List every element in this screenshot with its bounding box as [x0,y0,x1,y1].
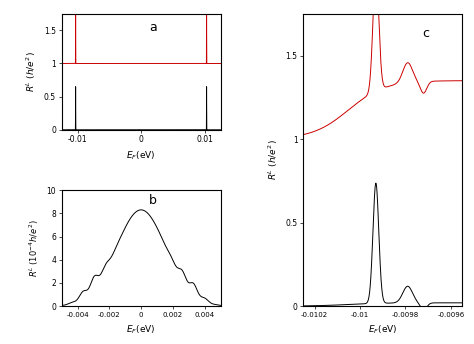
X-axis label: $E_F$(eV): $E_F$(eV) [368,323,397,336]
Y-axis label: $R^L$ $(h/e^2)$: $R^L$ $(h/e^2)$ [25,51,38,92]
Y-axis label: $R^L$ $(h/e^2)$: $R^L$ $(h/e^2)$ [266,140,280,180]
X-axis label: $E_F$(eV): $E_F$(eV) [127,323,156,336]
Text: b: b [149,194,157,207]
Text: c: c [422,27,429,40]
X-axis label: $E_F$(eV): $E_F$(eV) [127,150,156,162]
Y-axis label: $R^L$ $(10^{-4}h/e^2)$: $R^L$ $(10^{-4}h/e^2)$ [27,219,41,277]
Text: a: a [149,21,157,34]
